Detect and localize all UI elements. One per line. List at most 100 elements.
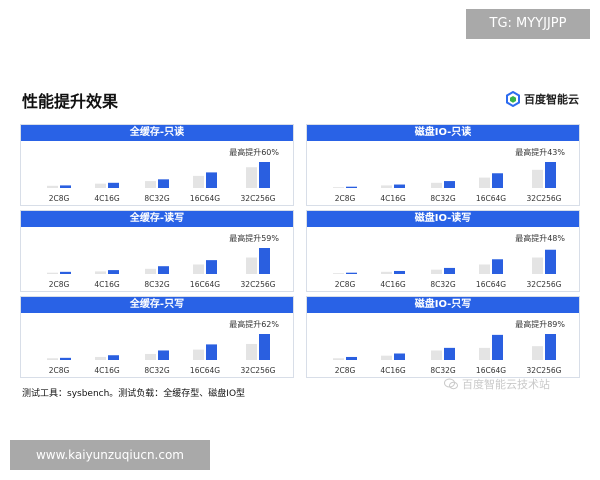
category-label: 4C16G <box>94 280 120 289</box>
bar-improved <box>60 185 71 188</box>
bar-improved <box>206 260 217 274</box>
bar-baseline <box>381 355 392 360</box>
bar-improved <box>259 248 270 274</box>
peak-improvement-label: 最高提升60% <box>229 147 279 157</box>
bar-baseline <box>479 264 490 274</box>
category-label: 32C256G <box>527 194 562 203</box>
bar-baseline <box>333 187 344 188</box>
chart-title: 全缓存-读写 <box>21 211 293 227</box>
bar-chart: 最高提升89% 2C8G 4C16G 8C32G 16C64G 32C256G <box>333 319 565 375</box>
brand-name: 百度智能云 <box>524 93 579 106</box>
bar-improved <box>346 272 357 274</box>
category-label: 16C64G <box>190 366 220 375</box>
category-label: 4C16G <box>380 194 406 203</box>
bar-chart: 最高提升59% 2C8G 4C16G 8C32G 16C64G 32C256G <box>47 233 279 289</box>
peak-improvement-label: 最高提升89% <box>515 319 565 329</box>
chart-panel-5: 磁盘IO-只写 最高提升89% 2C8G 4C16G 8C32G 16C64G 32C25… <box>306 296 580 378</box>
category-label: 32C256G <box>527 366 562 375</box>
category-label: 8C32G <box>144 280 170 289</box>
bar-improved <box>108 355 119 360</box>
bar-improved <box>444 347 455 360</box>
bar-improved <box>60 357 71 360</box>
bar-baseline <box>431 182 442 188</box>
category-label: 8C32G <box>430 194 456 203</box>
category-label: 2C8G <box>335 280 356 289</box>
bar-improved <box>206 344 217 360</box>
footnote: 测试工具：sysbench。测试负载：全缓存型、磁盘IO型 <box>22 389 246 399</box>
page-title: 性能提升效果 <box>22 92 119 111</box>
bar-improved <box>158 266 169 274</box>
bar-baseline <box>193 264 204 274</box>
bar-improved <box>259 162 270 188</box>
category-label: 32C256G <box>241 366 276 375</box>
chart-title: 全缓存-只读 <box>21 125 293 141</box>
peak-improvement-label: 最高提升43% <box>515 147 565 157</box>
bar-improved <box>492 173 503 188</box>
bar-improved <box>394 184 405 188</box>
chart-panel-3: 磁盘IO-读写 最高提升48% 2C8G 4C16G 8C32G 16C64G 32C25… <box>306 210 580 292</box>
bar-baseline <box>145 353 156 360</box>
bar-improved <box>259 334 270 360</box>
watermark-text: 百度智能云技术站 <box>462 378 550 391</box>
bar-improved <box>492 334 503 360</box>
bar-baseline <box>193 175 204 188</box>
chart-panel-1: 磁盘IO-只读 最高提升43% 2C8G 4C16G 8C32G 16C64G 32C25… <box>306 124 580 206</box>
category-label: 32C256G <box>241 280 276 289</box>
brand-logo-group: 百度智能云 <box>505 90 579 108</box>
bar-improved <box>545 162 556 188</box>
category-label: 16C64G <box>190 280 220 289</box>
bar-improved <box>394 270 405 274</box>
url-banner: www.kaiyunzuqiucn.com <box>10 440 210 470</box>
bar-baseline <box>333 273 344 274</box>
category-label: 8C32G <box>430 366 456 375</box>
bar-baseline <box>95 183 106 188</box>
wechat-icon <box>444 378 458 390</box>
category-label: 16C64G <box>476 280 506 289</box>
category-label: 8C32G <box>144 366 170 375</box>
peak-improvement-label: 最高提升48% <box>515 233 565 243</box>
peak-improvement-label: 最高提升62% <box>229 319 279 329</box>
bar-baseline <box>431 269 442 274</box>
bar-baseline <box>145 181 156 188</box>
category-label: 2C8G <box>49 280 70 289</box>
bar-baseline <box>479 177 490 188</box>
bar-baseline <box>95 356 106 360</box>
bar-improved <box>492 259 503 274</box>
bar-baseline <box>246 167 257 188</box>
watermark: 百度智能云技术站 <box>444 376 550 392</box>
category-label: 2C8G <box>49 194 70 203</box>
bar-improved <box>545 249 556 274</box>
bar-chart: 最高提升43% 2C8G 4C16G 8C32G 16C64G 32C256G <box>333 147 565 203</box>
bar-chart: 最高提升62% 2C8G 4C16G 8C32G 16C64G 32C256G <box>47 319 279 375</box>
bar-baseline <box>431 350 442 360</box>
bar-improved <box>346 356 357 360</box>
chart-panel-0: 全缓存-只读 最高提升60% 2C8G 4C16G 8C32G 16C64G 32C256… <box>20 124 294 206</box>
bar-improved <box>206 172 217 188</box>
bar-baseline <box>246 257 257 274</box>
category-label: 16C64G <box>190 194 220 203</box>
bar-baseline <box>479 347 490 360</box>
bar-baseline <box>532 257 543 274</box>
bar-baseline <box>47 358 58 360</box>
bar-improved <box>158 350 169 360</box>
bar-improved <box>545 334 556 360</box>
bar-improved <box>60 271 71 274</box>
bar-chart: 最高提升48% 2C8G 4C16G 8C32G 16C64G 32C256G <box>333 233 565 289</box>
bar-baseline <box>532 169 543 188</box>
category-label: 4C16G <box>94 366 120 375</box>
bar-improved <box>444 181 455 188</box>
bar-improved <box>108 182 119 188</box>
chart-title: 磁盘IO-只写 <box>307 297 579 313</box>
bar-baseline <box>95 271 106 274</box>
bar-baseline <box>246 343 257 360</box>
bar-baseline <box>47 185 58 188</box>
chart-panel-2: 全缓存-读写 最高提升59% 2C8G 4C16G 8C32G 16C64G 32C256… <box>20 210 294 292</box>
category-label: 2C8G <box>49 366 70 375</box>
chart-title: 磁盘IO-读写 <box>307 211 579 227</box>
category-label: 16C64G <box>476 366 506 375</box>
bar-baseline <box>532 346 543 360</box>
chart-panel-4: 全缓存-只写 最高提升62% 2C8G 4C16G 8C32G 16C64G 32C256… <box>20 296 294 378</box>
bar-improved <box>444 267 455 274</box>
bar-improved <box>394 353 405 360</box>
bar-baseline <box>193 349 204 360</box>
